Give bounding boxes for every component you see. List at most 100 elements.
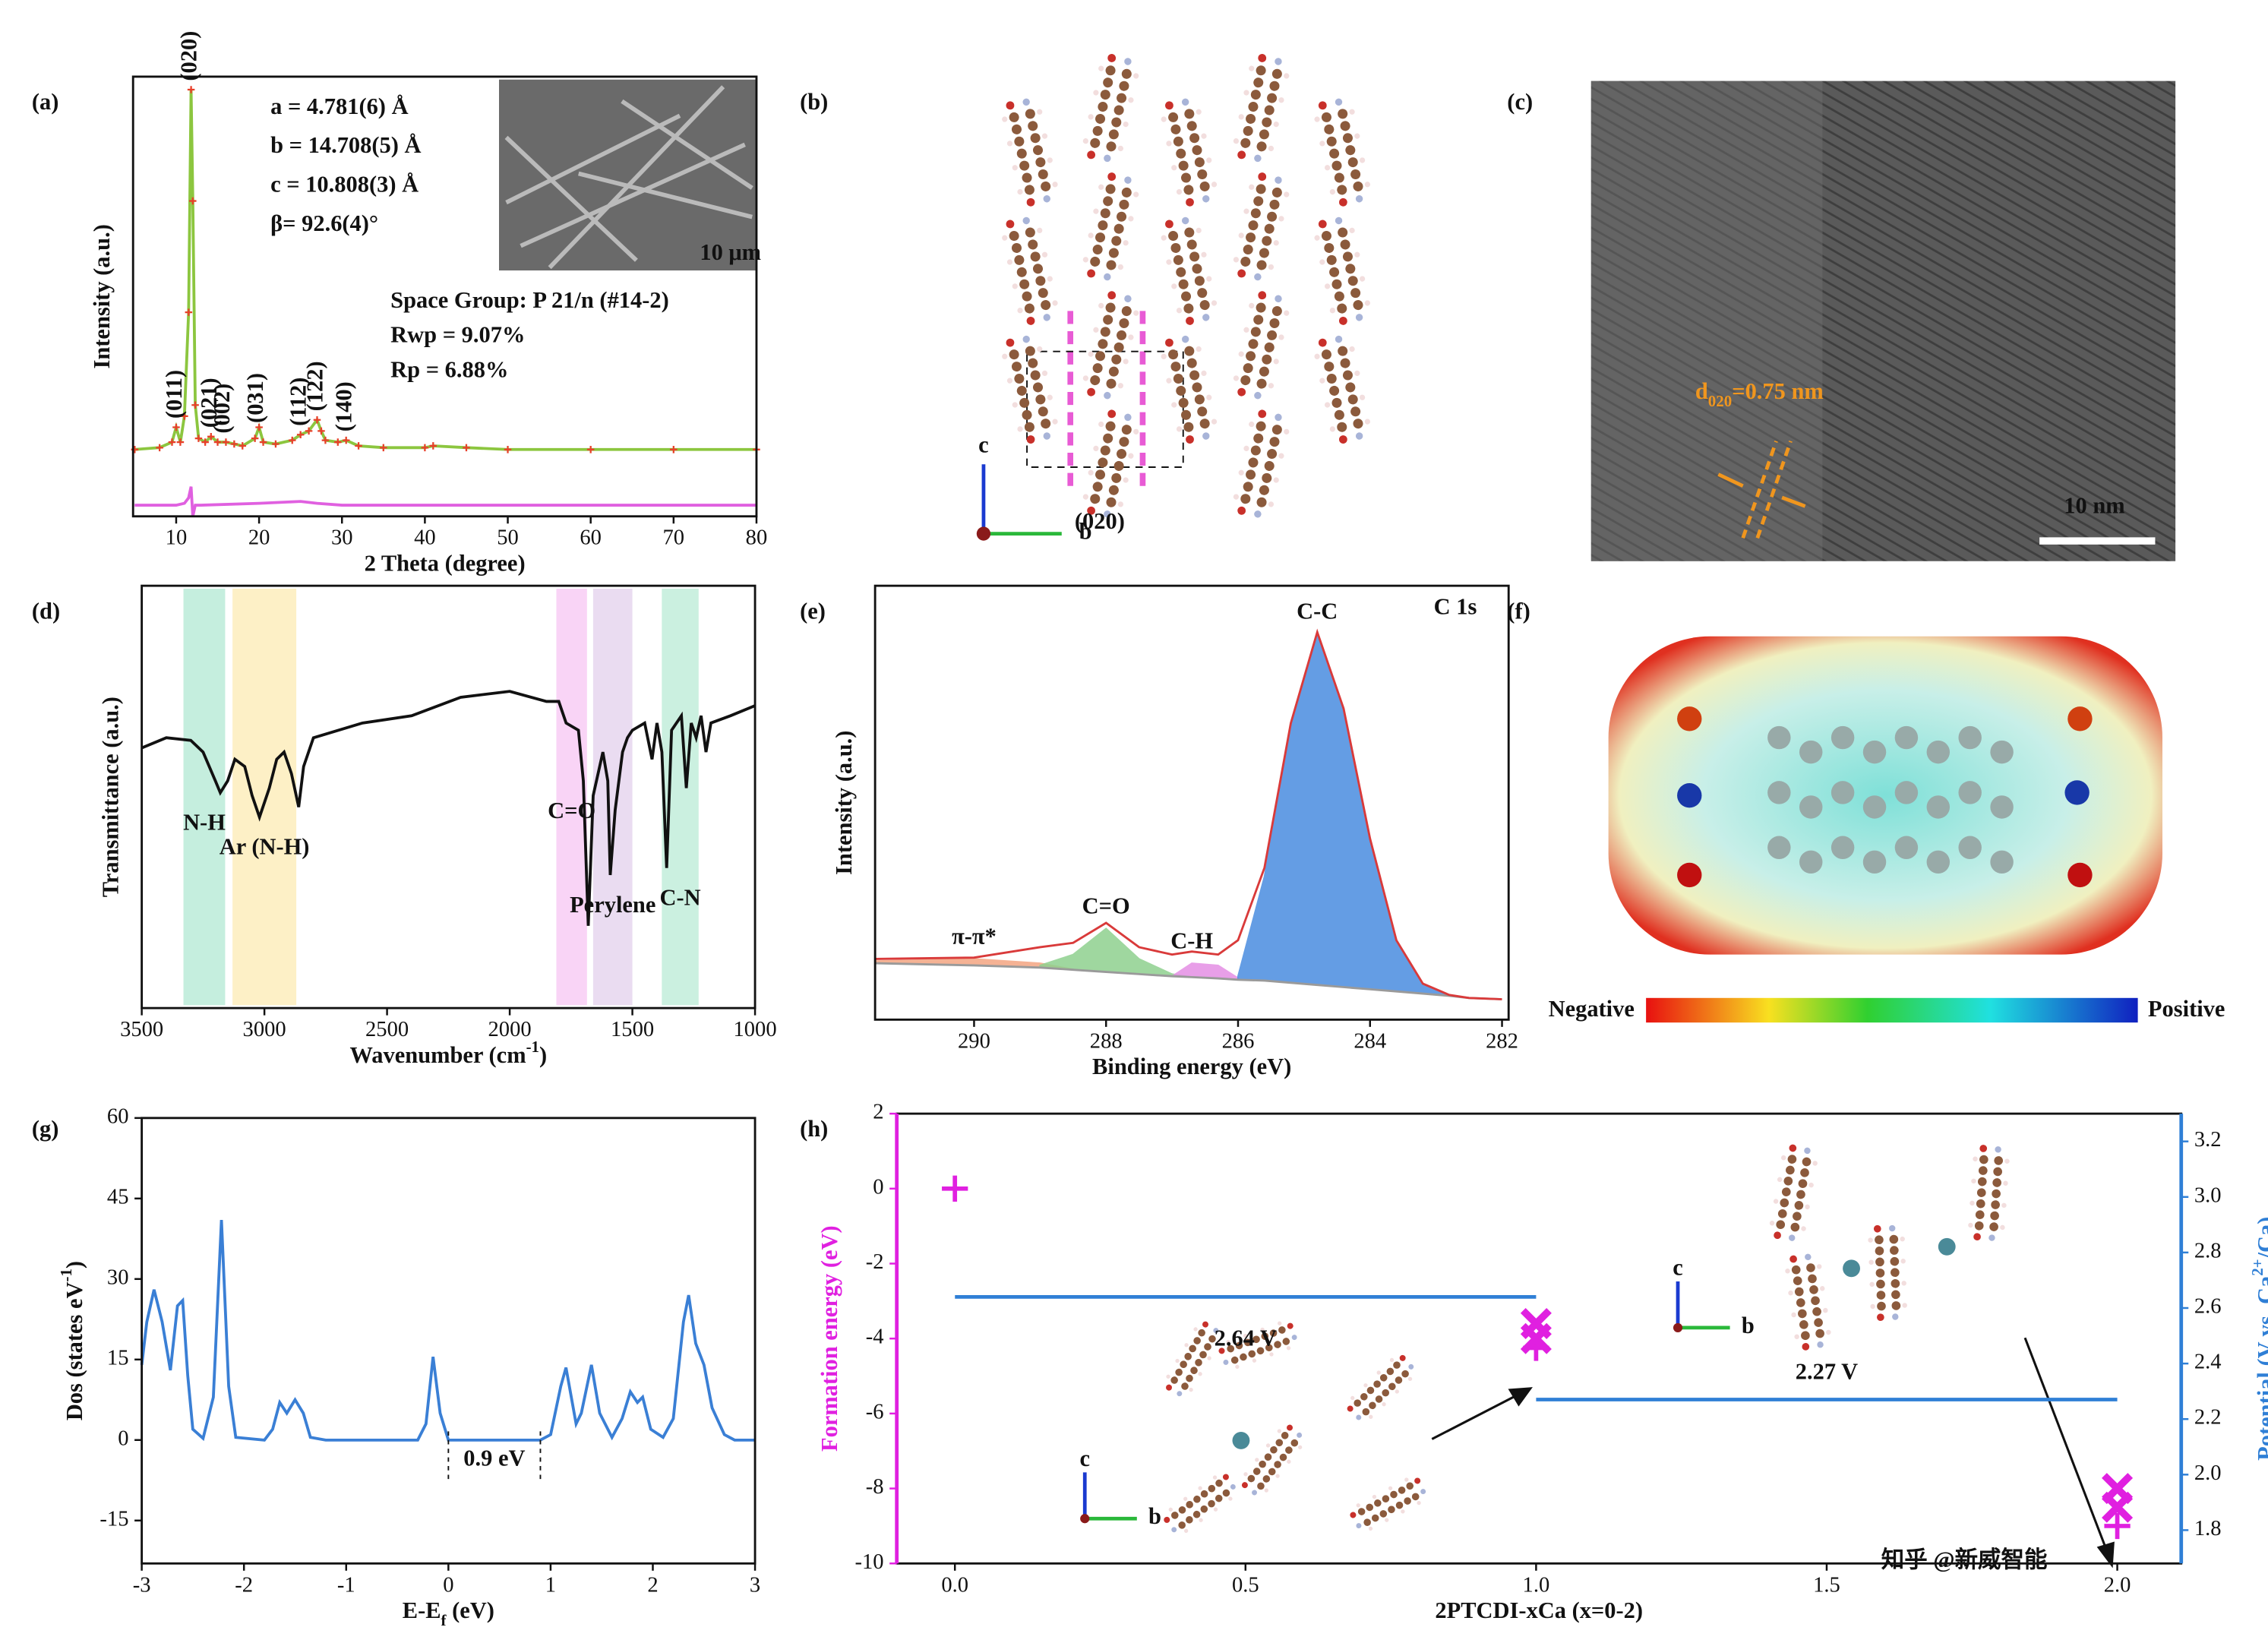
atom-n [1995,1146,2001,1153]
y-tick-label: 30 [107,1265,129,1289]
esp-atom [1799,740,1823,764]
atom [1253,196,1264,207]
atom-h [1171,402,1177,408]
atom-h [1128,216,1134,222]
atom [1095,469,1106,480]
obs-point [194,434,203,442]
component-area [1237,630,1502,1000]
atom [1028,358,1038,368]
atom-h [1238,232,1244,239]
atom-h [1093,208,1099,214]
atom-h [1401,1509,1405,1514]
atom-h [1407,1376,1413,1382]
atom-h [1238,469,1244,476]
atom [1184,109,1195,119]
y-tick-label: 0 [873,1175,883,1199]
atom [1246,351,1256,362]
esp-atom [1958,725,1982,750]
atom-h [1273,477,1279,483]
atom [1106,260,1117,270]
atom [1194,394,1205,405]
atom [1243,482,1253,492]
atom [1019,397,1030,408]
obs-point [334,438,342,446]
atom-h [1969,1200,1975,1206]
atom-h [1201,133,1207,139]
x-tick-label: 1 [545,1573,556,1597]
atom-h [1212,1475,1218,1480]
atom-h [1207,1356,1211,1360]
x-axis-label: 2PTCDI-xCa (x=0-2) [1435,1597,1643,1623]
atom [1267,93,1278,103]
atom [1117,449,1127,460]
atom-h [1002,116,1008,122]
atom [1256,302,1266,313]
atom-h [1206,276,1212,282]
atom-h [1233,257,1240,263]
atom [1100,90,1110,100]
atom-o [1165,101,1173,110]
atom [1265,1344,1273,1351]
atom-h [1017,188,1023,195]
atom [1371,1514,1379,1522]
molecule [1968,1145,2010,1241]
atom-o [1979,1145,1988,1152]
atom-h [1123,121,1129,128]
atom [1041,419,1051,429]
atom [1271,425,1282,435]
atom [1183,422,1194,432]
y2-tick-label: 2.4 [2194,1351,2222,1374]
atom-h [1363,1383,1368,1388]
atom [1891,1278,1900,1288]
inset-scale: 10 μm [700,239,761,265]
atom [1108,366,1119,377]
atom [1256,497,1267,507]
atom [1193,1495,1201,1503]
atom [1262,235,1272,246]
atom [1090,375,1101,386]
atom [1338,227,1348,238]
atom-o [1087,150,1096,160]
panel-label: (a) [32,89,59,115]
esp-atom [1799,795,1823,819]
atom [1173,374,1183,384]
atom-o [1026,435,1035,444]
obs-point [222,438,230,446]
panel-label: (e) [800,598,826,624]
obs-point [317,427,325,435]
atom-o [1318,338,1327,347]
molecule [1233,291,1290,400]
obs-point [429,442,437,450]
atom [1876,1279,1885,1289]
atom-o [1287,1424,1294,1431]
atom-o [1338,435,1347,444]
atom [1111,117,1122,128]
obs-point [296,431,305,439]
atom-h [1184,1343,1189,1348]
atom [1809,1285,1818,1294]
obs-point [586,446,595,453]
atom-n [1355,195,1363,203]
esp-heteroatom [2067,706,2093,731]
atom [1199,181,1210,191]
atom [1262,472,1272,483]
atom [1353,300,1363,311]
atom [1811,1296,1820,1306]
atom [1794,1201,1804,1210]
atom [1190,1367,1198,1374]
atom-h [1264,1488,1268,1493]
atom [1780,1198,1789,1208]
atom [1876,1291,1886,1300]
atom-h [1388,1486,1393,1490]
atom [1250,327,1261,337]
atom [1227,1344,1235,1353]
atom [1264,1453,1272,1461]
atom-n [1892,1313,1899,1320]
atom-h [1278,453,1284,459]
atom [1781,1187,1791,1196]
atom [1184,227,1195,238]
obs-point [342,436,350,444]
atom [1098,102,1108,112]
atom [1890,1246,1899,1255]
atom [1815,1329,1824,1338]
